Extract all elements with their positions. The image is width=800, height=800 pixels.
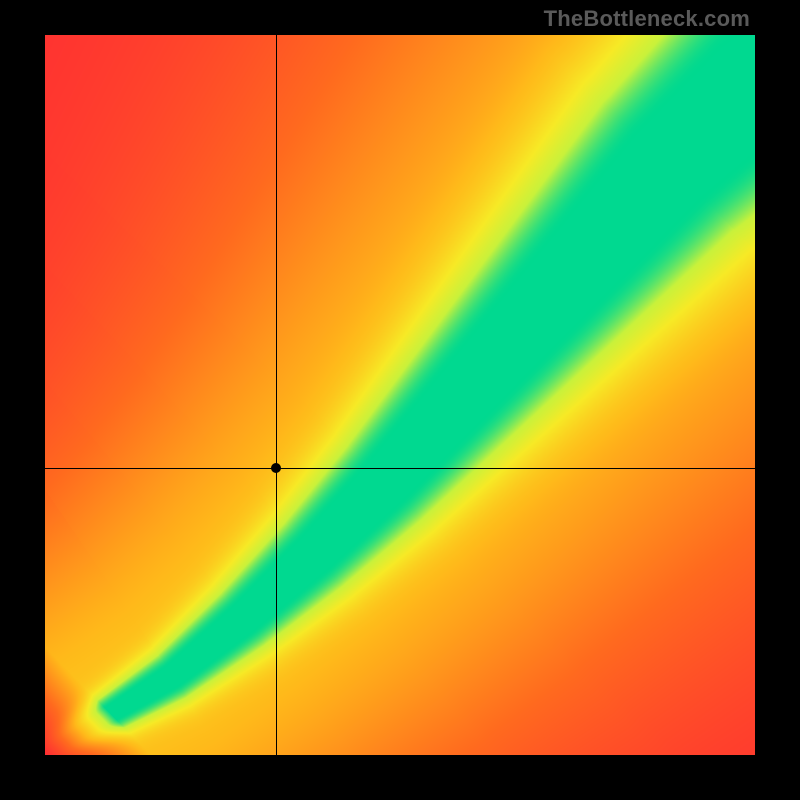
crosshair-horizontal bbox=[45, 468, 755, 469]
crosshair-vertical bbox=[276, 35, 277, 755]
heatmap-canvas bbox=[45, 35, 755, 755]
chart-container: TheBottleneck.com bbox=[0, 0, 800, 800]
marker-dot bbox=[271, 463, 281, 473]
plot-area bbox=[45, 35, 755, 755]
watermark-text: TheBottleneck.com bbox=[544, 6, 750, 32]
